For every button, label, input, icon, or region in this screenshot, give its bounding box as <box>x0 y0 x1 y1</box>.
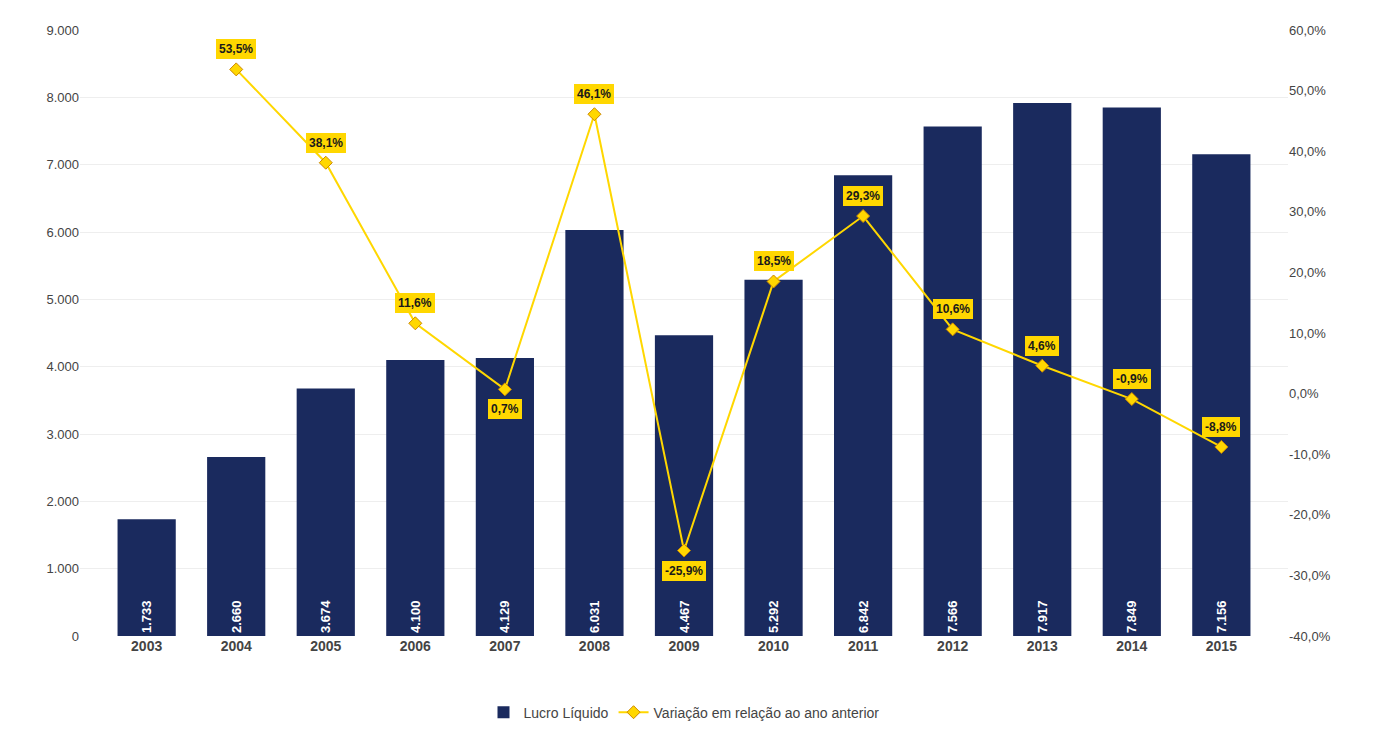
svg-text:4,6%: 4,6% <box>1028 339 1056 353</box>
svg-text:40,0%: 40,0% <box>1289 144 1326 159</box>
svg-text:7.566: 7.566 <box>945 600 960 633</box>
svg-text:50,0%: 50,0% <box>1289 83 1326 98</box>
svg-text:2007: 2007 <box>489 638 520 654</box>
svg-text:7.917: 7.917 <box>1035 600 1050 633</box>
svg-text:5.000: 5.000 <box>46 292 79 307</box>
svg-text:5.292: 5.292 <box>766 600 781 633</box>
svg-text:-40,0%: -40,0% <box>1289 629 1331 644</box>
svg-text:60,0%: 60,0% <box>1289 23 1326 38</box>
svg-text:6.842: 6.842 <box>856 600 871 633</box>
svg-text:0,7%: 0,7% <box>491 402 519 416</box>
svg-text:4.129: 4.129 <box>497 600 512 633</box>
svg-text:2005: 2005 <box>310 638 341 654</box>
svg-text:-8,8%: -8,8% <box>1205 420 1237 434</box>
svg-text:2009: 2009 <box>668 638 699 654</box>
svg-text:2008: 2008 <box>579 638 610 654</box>
svg-text:30,0%: 30,0% <box>1289 204 1326 219</box>
svg-text:20,0%: 20,0% <box>1289 265 1326 280</box>
svg-text:4.467: 4.467 <box>677 600 692 633</box>
svg-text:-25,9%: -25,9% <box>665 564 703 578</box>
svg-text:2015: 2015 <box>1206 638 1237 654</box>
svg-text:-30,0%: -30,0% <box>1289 568 1331 583</box>
svg-text:8.000: 8.000 <box>46 90 79 105</box>
svg-text:10,0%: 10,0% <box>1289 326 1326 341</box>
svg-text:53,5%: 53,5% <box>219 42 253 56</box>
svg-text:7.000: 7.000 <box>46 157 79 172</box>
svg-text:38,1%: 38,1% <box>309 136 343 150</box>
svg-text:1.733: 1.733 <box>139 600 154 633</box>
svg-text:4.100: 4.100 <box>408 600 423 633</box>
svg-text:2013: 2013 <box>1027 638 1058 654</box>
svg-text:2.000: 2.000 <box>46 494 79 509</box>
svg-text:Lucro Líquido: Lucro Líquido <box>524 705 609 721</box>
svg-text:2003: 2003 <box>131 638 162 654</box>
svg-text:4.000: 4.000 <box>46 359 79 374</box>
svg-text:2.660: 2.660 <box>229 600 244 633</box>
svg-text:6.000: 6.000 <box>46 225 79 240</box>
svg-text:1.000: 1.000 <box>46 561 79 576</box>
svg-text:11,6%: 11,6% <box>398 296 432 310</box>
svg-text:-10,0%: -10,0% <box>1289 447 1331 462</box>
svg-text:3.674: 3.674 <box>318 600 333 633</box>
svg-text:2014: 2014 <box>1116 638 1147 654</box>
svg-text:-0,9%: -0,9% <box>1116 372 1148 386</box>
svg-text:3.000: 3.000 <box>46 427 79 442</box>
svg-text:2011: 2011 <box>848 638 879 654</box>
svg-text:6.031: 6.031 <box>587 600 602 633</box>
svg-text:-20,0%: -20,0% <box>1289 507 1331 522</box>
svg-text:7.849: 7.849 <box>1124 600 1139 633</box>
svg-text:2004: 2004 <box>221 638 252 654</box>
svg-text:2006: 2006 <box>400 638 431 654</box>
svg-text:0: 0 <box>72 629 79 644</box>
svg-text:46,1%: 46,1% <box>577 87 611 101</box>
svg-text:10,6%: 10,6% <box>936 302 970 316</box>
svg-text:18,5%: 18,5% <box>757 254 791 268</box>
svg-text:0,0%: 0,0% <box>1289 386 1319 401</box>
svg-text:29,3%: 29,3% <box>846 189 880 203</box>
svg-text:2010: 2010 <box>758 638 789 654</box>
svg-text:2012: 2012 <box>937 638 968 654</box>
svg-text:7.156: 7.156 <box>1214 600 1229 633</box>
svg-text:Variação em relação ao ano ant: Variação em relação ao ano anterior <box>654 705 880 721</box>
svg-text:9.000: 9.000 <box>46 23 79 38</box>
